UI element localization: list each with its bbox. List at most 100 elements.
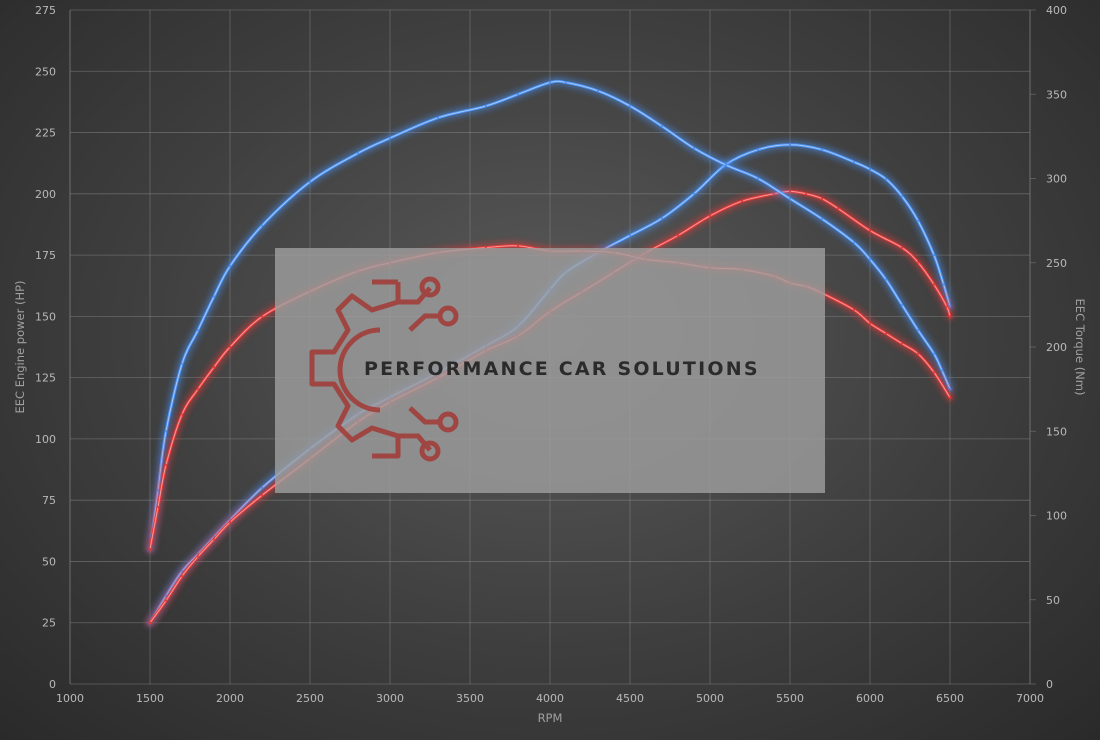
series-point xyxy=(852,160,856,164)
y-right-tick-label: 250 xyxy=(1046,257,1067,270)
series-point xyxy=(228,264,232,268)
y-right-tick-label: 150 xyxy=(1046,425,1067,438)
series-point xyxy=(164,430,168,433)
series-point xyxy=(852,308,856,312)
x-tick-label: 6500 xyxy=(936,692,964,705)
x-tick-label: 4000 xyxy=(536,692,564,705)
series-point xyxy=(196,328,200,332)
series-point xyxy=(948,315,952,318)
series-point xyxy=(308,180,312,184)
series-point xyxy=(756,177,760,180)
series-point xyxy=(260,486,264,490)
series-point xyxy=(820,197,824,200)
series-point xyxy=(740,199,744,203)
series-point xyxy=(948,396,952,399)
series-point xyxy=(932,371,936,374)
series-point xyxy=(212,538,216,541)
series-point xyxy=(948,387,952,391)
series-point xyxy=(196,387,200,391)
series-point xyxy=(260,494,264,497)
y-left-tick-label: 75 xyxy=(42,494,56,507)
series-point xyxy=(916,328,920,332)
series-point xyxy=(212,295,216,298)
series-point xyxy=(868,322,872,325)
y-left-tick-label: 225 xyxy=(35,127,56,140)
series-point xyxy=(660,217,664,220)
series-point xyxy=(156,505,160,509)
series-point xyxy=(940,369,944,372)
series-point xyxy=(516,244,520,248)
series-point xyxy=(932,253,936,257)
series-point xyxy=(820,148,824,151)
series-point xyxy=(868,168,872,171)
y-axis-left-title: EEC Engine power (HP) xyxy=(13,280,27,413)
y-left-tick-label: 0 xyxy=(49,678,56,691)
series-point xyxy=(660,125,664,128)
y-right-tick-label: 0 xyxy=(1046,678,1053,691)
series-point xyxy=(484,104,488,108)
series-point xyxy=(916,261,920,264)
series-point xyxy=(772,192,776,196)
series-point xyxy=(388,136,392,140)
series-point xyxy=(548,81,552,84)
series-point xyxy=(196,555,200,558)
series-point xyxy=(516,93,520,96)
x-axis-title: RPM xyxy=(538,711,563,725)
watermark-panel xyxy=(275,248,825,493)
tick-labels: 1000 1500 2000 2500 3000 3500 4000 4500 5000 5500… xyxy=(35,4,1067,705)
series-point xyxy=(932,283,936,286)
series-point xyxy=(804,192,808,196)
series-point xyxy=(228,345,232,349)
series-point xyxy=(942,283,945,286)
y-right-tick-label: 400 xyxy=(1046,4,1067,17)
y-left-tick-label: 125 xyxy=(35,372,56,385)
series-point xyxy=(900,342,904,345)
y-left-tick-label: 150 xyxy=(35,310,56,323)
series-point xyxy=(628,234,632,237)
y-left-tick-label: 50 xyxy=(42,555,56,568)
gear-circuit-logo-icon xyxy=(309,276,459,462)
series-point xyxy=(884,278,888,281)
series-point xyxy=(932,352,936,355)
series-point xyxy=(180,362,184,366)
x-tick-label: 3500 xyxy=(456,692,484,705)
series-point xyxy=(676,234,680,237)
x-tick-label: 3000 xyxy=(376,692,404,705)
series-point xyxy=(900,195,904,198)
series-point xyxy=(436,116,440,120)
x-tick-label: 4500 xyxy=(616,692,644,705)
series-point xyxy=(945,305,948,308)
series-point xyxy=(820,217,824,221)
series-point xyxy=(180,574,184,578)
y-left-tick-label: 25 xyxy=(42,617,56,630)
series-point xyxy=(724,163,728,167)
y-left-tick-label: 200 xyxy=(35,188,56,201)
series-point xyxy=(756,148,760,151)
y-right-tick-label: 300 xyxy=(1046,173,1067,186)
series-point xyxy=(916,219,920,222)
y-right-tick-label: 200 xyxy=(1046,341,1067,354)
series-point xyxy=(900,246,904,249)
series-point xyxy=(164,599,168,602)
series-point xyxy=(868,229,872,232)
series-point xyxy=(708,214,712,218)
series-point xyxy=(884,332,888,335)
series-point xyxy=(788,190,792,193)
x-tick-label: 5000 xyxy=(696,692,724,705)
series-point xyxy=(788,197,792,200)
watermark: PERFORMANCE CAR SOLUTIONS xyxy=(275,248,825,493)
series-point xyxy=(900,303,904,307)
series-point xyxy=(868,258,872,261)
x-tick-label: 6000 xyxy=(856,692,884,705)
series-point xyxy=(884,177,888,181)
y-left-tick-label: 175 xyxy=(35,249,56,262)
series-point xyxy=(228,521,232,524)
series-point xyxy=(788,143,792,146)
y-right-tick-label: 100 xyxy=(1046,510,1067,523)
series-point xyxy=(692,192,696,196)
series-point xyxy=(356,152,360,155)
x-tick-label: 2000 xyxy=(216,692,244,705)
series-point xyxy=(212,366,216,369)
